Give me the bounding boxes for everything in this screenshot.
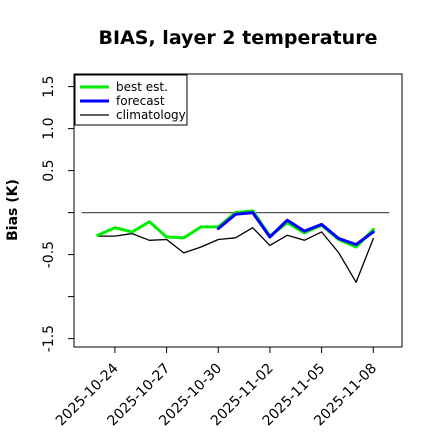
series-line-climatology: [97, 227, 374, 283]
series-line-best-est: [96, 209, 375, 249]
plot-frame: [73, 73, 403, 348]
series-line-forecast: [216, 211, 375, 246]
chart-title: BIAS, layer 2 temperature: [99, 27, 378, 49]
legend-label-best-est: best est.: [116, 80, 168, 94]
y-tick-label: 1.5: [41, 75, 57, 97]
y-axis-label: Bias (K): [5, 179, 21, 241]
legend: best est. forecast climatology: [74, 74, 188, 126]
y-tick-label: 1.0: [41, 117, 57, 139]
legend-label-forecast: forecast: [116, 94, 165, 108]
legend-label-climatology: climatology: [116, 108, 186, 122]
y-tick-label: 0.5: [41, 159, 57, 181]
y-tick-label: -1.5: [41, 325, 57, 352]
y-tick-label: -0.5: [41, 241, 57, 268]
